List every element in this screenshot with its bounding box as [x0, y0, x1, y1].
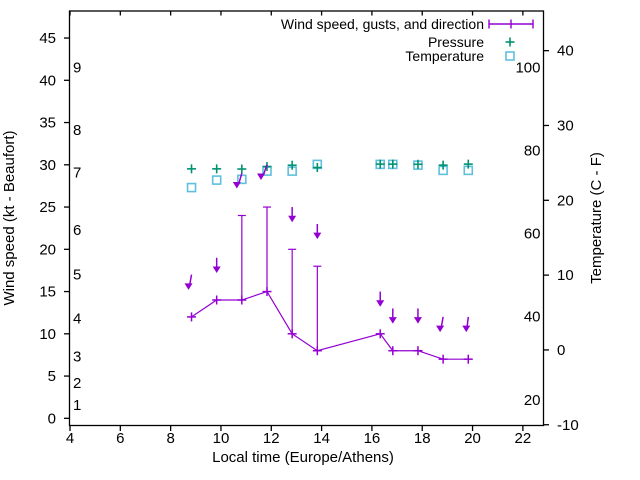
beaufort-label: 4	[73, 311, 81, 328]
wind-direction-arrowhead	[376, 300, 385, 307]
axis-tick-labels: 4 6 8 10 12 14 16 18 20 22051015202530354045-1001…	[39, 30, 578, 447]
x-tick-label: 12	[263, 430, 280, 447]
wind-direction-arrow	[262, 164, 268, 176]
x-tick-label: 18	[414, 430, 431, 447]
wind-direction-arrow	[238, 173, 243, 184]
fahrenheit-label: 100	[515, 59, 540, 76]
legend-label-pressure: Pressure	[428, 34, 484, 50]
x-axis-title: Local time (Europe/Athens)	[212, 449, 394, 466]
left-axis-title: Wind speed (kt - Beaufort)	[1, 130, 18, 305]
beaufort-label: 5	[73, 267, 81, 284]
x-tick-label: 20	[464, 430, 481, 447]
kt-tick-label: 15	[39, 284, 56, 301]
x-tick-label: 6	[116, 430, 124, 447]
x-tick-label: 10	[213, 430, 230, 447]
x-tick-label: 14	[313, 430, 330, 447]
wind-direction-arrowhead	[388, 317, 397, 324]
wind-speed-line	[191, 290, 469, 360]
beaufort-label: 1	[73, 397, 81, 414]
kt-tick-label: 5	[48, 368, 56, 385]
celsius-tick-label: 0	[557, 342, 565, 359]
wind-direction-arrowhead	[257, 173, 265, 181]
fahrenheit-label: 20	[524, 392, 541, 409]
beaufort-label: 7	[73, 164, 81, 181]
x-tick-label: 16	[364, 430, 381, 447]
beaufort-label: 6	[73, 222, 81, 239]
celsius-tick-label: -10	[557, 417, 579, 434]
kt-tick-label: 25	[39, 199, 56, 216]
wind-direction-arrowhead	[232, 181, 241, 189]
legend-sample-wind-errorbar	[488, 19, 534, 29]
wind-direction-arrowhead	[313, 232, 322, 240]
wind-direction-arrow	[188, 274, 193, 285]
legend-sample-temperature-square	[505, 51, 515, 61]
wind-direction-arrowhead	[436, 325, 445, 333]
wind-direction-arrow	[440, 316, 444, 328]
wind-direction-arrow	[466, 316, 470, 328]
celsius-tick-label: 30	[557, 117, 574, 134]
wind-direction-arrowhead	[413, 317, 422, 324]
fahrenheit-scale-labels: 20 40 60 80 100	[515, 59, 540, 409]
wind-direction-arrowhead	[462, 325, 471, 333]
kt-tick-label: 0	[48, 410, 56, 427]
beaufort-label: 2	[73, 375, 81, 392]
kt-tick-label: 40	[39, 72, 56, 89]
x-tick-label: 4	[66, 430, 74, 447]
x-tick-label: 22	[515, 430, 532, 447]
kt-tick-label: 45	[39, 30, 56, 47]
wind-direction-arrowhead	[288, 215, 297, 223]
wind-direction-arrowhead	[184, 283, 193, 290]
beaufort-scale-labels: 1 2 3 4 5 6 7 8 9	[73, 60, 81, 414]
kt-tick-label: 20	[39, 241, 56, 258]
celsius-tick-label: 40	[557, 43, 574, 60]
wind-series	[184, 164, 473, 364]
beaufort-label: 9	[73, 60, 81, 77]
kt-tick-label: 35	[39, 115, 56, 132]
wind-direction-arrowhead	[212, 266, 221, 273]
legend: Wind speed, gusts, and direction Pressur…	[281, 16, 534, 64]
legend-sample-pressure-plus	[505, 37, 515, 47]
pressure-series	[187, 159, 473, 174]
kt-tick-label: 10	[39, 326, 56, 343]
fahrenheit-label: 60	[524, 226, 541, 243]
temperature-series	[186, 159, 474, 193]
legend-label-temperature: Temperature	[405, 48, 484, 64]
beaufort-label: 3	[73, 349, 81, 366]
fahrenheit-label: 80	[524, 142, 541, 159]
legend-label-wind: Wind speed, gusts, and direction	[281, 16, 484, 32]
temperature-marker	[186, 182, 197, 193]
beaufort-label: 8	[73, 122, 81, 139]
fahrenheit-label: 40	[524, 309, 541, 326]
right-axis-title: Temperature (C - F)	[588, 152, 605, 284]
celsius-tick-label: 20	[557, 192, 574, 209]
kt-tick-label: 30	[39, 157, 56, 174]
celsius-tick-label: 10	[557, 267, 574, 284]
plot-border	[68, 10, 545, 427]
x-tick-label: 8	[166, 430, 174, 447]
axis-ticks	[64, 11, 549, 431]
temperature-marker	[211, 175, 222, 185]
